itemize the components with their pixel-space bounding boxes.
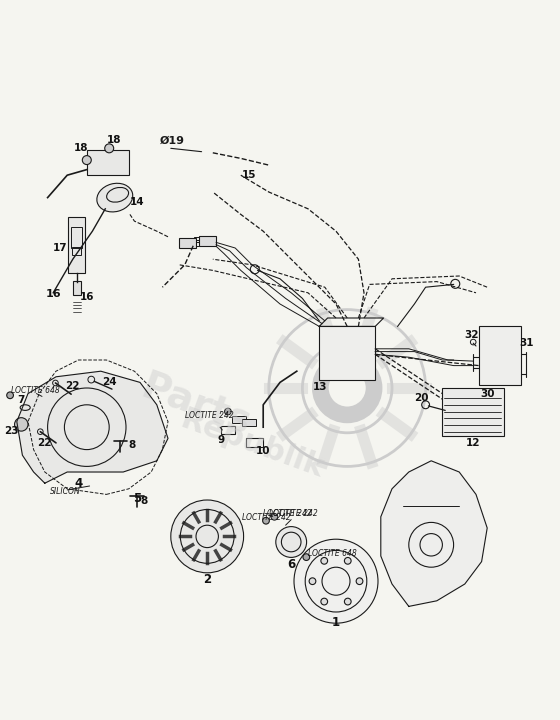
Text: 16: 16: [80, 292, 94, 302]
Text: 22: 22: [66, 382, 80, 391]
Text: 31: 31: [519, 338, 534, 348]
Circle shape: [356, 578, 363, 585]
Bar: [73, 281, 81, 295]
Text: 18: 18: [74, 143, 88, 153]
Bar: [479, 326, 521, 385]
Bar: [199, 236, 216, 246]
Bar: [190, 240, 200, 246]
Text: LOCTITE 648: LOCTITE 648: [11, 387, 60, 395]
Text: Republik: Republik: [176, 405, 328, 483]
Circle shape: [263, 518, 269, 524]
Text: 1: 1: [332, 616, 340, 629]
Bar: [232, 416, 246, 423]
Text: 12: 12: [466, 438, 480, 448]
Bar: [221, 426, 235, 434]
Bar: [68, 217, 85, 273]
Bar: [194, 237, 204, 243]
Text: Parts: Parts: [136, 367, 256, 442]
Text: 17: 17: [53, 243, 68, 253]
Ellipse shape: [276, 526, 306, 557]
Text: 5: 5: [133, 492, 141, 505]
Text: 16: 16: [45, 289, 61, 299]
Text: 13: 13: [313, 382, 328, 392]
Polygon shape: [381, 461, 487, 606]
Text: 4: 4: [74, 477, 82, 490]
Text: 23: 23: [4, 426, 18, 436]
Circle shape: [321, 557, 328, 564]
Circle shape: [105, 144, 114, 153]
Text: 9: 9: [218, 434, 225, 444]
Bar: [179, 238, 196, 248]
Text: 22: 22: [38, 438, 52, 448]
Circle shape: [171, 500, 244, 573]
Text: LOCTITE 242: LOCTITE 242: [241, 513, 291, 523]
Bar: [72, 247, 81, 255]
Text: 14: 14: [130, 197, 144, 207]
Bar: [319, 326, 375, 379]
Circle shape: [271, 513, 278, 520]
Circle shape: [309, 578, 316, 585]
Text: SILICON: SILICON: [50, 487, 81, 496]
Text: 7: 7: [17, 395, 25, 405]
Circle shape: [321, 598, 328, 605]
Text: 2: 2: [203, 573, 211, 586]
Bar: [242, 419, 256, 426]
Text: 24: 24: [102, 377, 116, 387]
Text: 15: 15: [242, 170, 256, 180]
Circle shape: [344, 598, 351, 605]
Text: LOCTITE 648: LOCTITE 648: [308, 549, 357, 558]
Circle shape: [225, 408, 231, 415]
Circle shape: [82, 156, 91, 165]
Bar: [246, 438, 263, 447]
Text: 6: 6: [287, 558, 295, 571]
Text: 10: 10: [256, 446, 270, 456]
Text: 8: 8: [141, 496, 147, 506]
Text: 32: 32: [464, 330, 479, 340]
Bar: [87, 150, 129, 175]
Text: LOCTITE 242: LOCTITE 242: [263, 510, 312, 518]
Ellipse shape: [97, 184, 133, 212]
Circle shape: [303, 554, 310, 560]
Circle shape: [294, 539, 378, 624]
Polygon shape: [17, 372, 168, 483]
Circle shape: [344, 557, 351, 564]
Text: 30: 30: [480, 389, 494, 399]
Text: LOCTITE 242: LOCTITE 242: [269, 510, 318, 518]
Circle shape: [7, 392, 13, 399]
Circle shape: [15, 418, 28, 431]
Bar: [71, 227, 82, 248]
Text: 8: 8: [128, 440, 135, 450]
Text: Ø19: Ø19: [160, 135, 185, 145]
Text: LOCTITE 242: LOCTITE 242: [185, 412, 234, 420]
Bar: [442, 388, 504, 436]
Text: 20: 20: [414, 393, 428, 403]
Text: 18: 18: [107, 135, 122, 145]
